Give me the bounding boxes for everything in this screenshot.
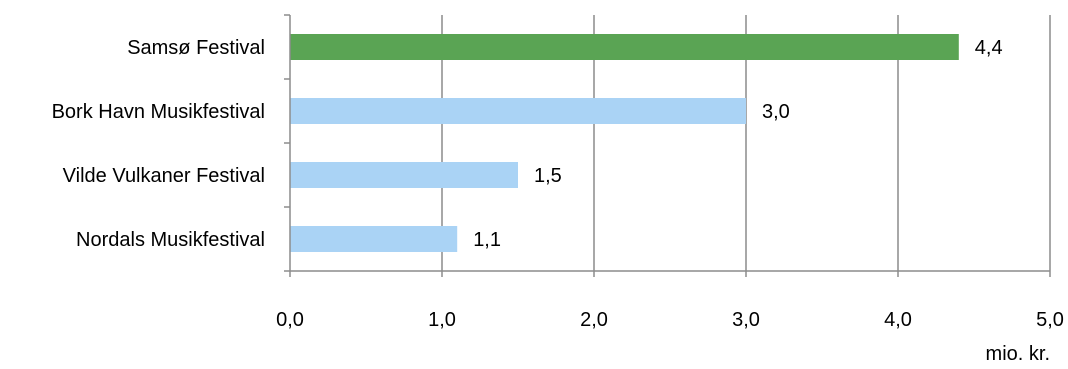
data-label: 4,4 <box>975 37 1003 59</box>
x-tick-label: 1,0 <box>428 309 456 331</box>
category-label: Nordals Musikfestival <box>76 229 265 251</box>
x-tick-label: 5,0 <box>1036 309 1064 331</box>
axes <box>284 14 1051 277</box>
data-label: 1,5 <box>534 165 562 187</box>
x-tick-label: 0,0 <box>276 309 304 331</box>
category-label: Samsø Festival <box>127 37 265 59</box>
category-label: Vilde Vulkaner Festival <box>63 165 265 187</box>
bar <box>290 162 518 188</box>
bar <box>290 98 746 124</box>
bar <box>290 34 959 60</box>
bars <box>290 34 959 252</box>
data-label: 1,1 <box>473 229 501 251</box>
x-tick-label: 2,0 <box>580 309 608 331</box>
bar <box>290 226 458 252</box>
labels: 0,0 1,0 2,0 3,0 4,0 5,0 4,4 Samsø Festival 3,0 Bo… <box>52 37 1064 331</box>
x-tick-label: 3,0 <box>732 309 760 331</box>
category-label: Bork Havn Musikfestival <box>52 101 265 123</box>
x-tick-label: 4,0 <box>884 309 912 331</box>
data-label: 3,0 <box>762 101 790 123</box>
x-axis-title: mio. kr. <box>986 343 1050 365</box>
